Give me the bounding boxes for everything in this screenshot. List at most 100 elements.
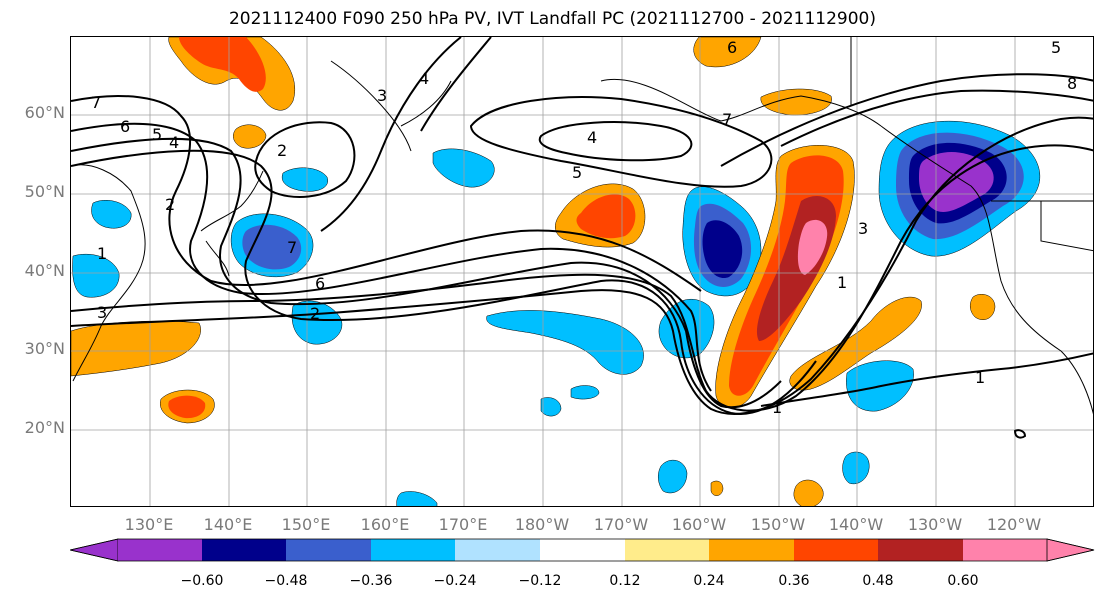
neg-anomaly-150e xyxy=(291,300,343,345)
colorbar-bin-8 xyxy=(709,539,794,561)
lon-label-150w: 150°W xyxy=(750,515,806,534)
contour-line-north-b xyxy=(420,37,492,132)
colorbar-tick: 0.36 xyxy=(778,573,810,589)
colorbar-bin-9 xyxy=(794,539,878,561)
neg-anomaly-subtrop xyxy=(486,310,644,375)
contour-label-4-top: 4 xyxy=(419,69,429,88)
colorbar-tick: −0.60 xyxy=(180,573,224,589)
contour-line-closed-ne xyxy=(469,96,773,188)
colorbar-tick: −0.24 xyxy=(433,573,477,589)
lon-label-180w: 180°W xyxy=(514,515,570,534)
graticule xyxy=(71,37,1093,506)
pos-anomaly-small-s xyxy=(793,479,824,506)
contour-label-2-mid: 2 xyxy=(277,141,287,160)
contour-label-8-ne: 8 xyxy=(1067,74,1077,93)
contour-label-3: 3 xyxy=(97,303,107,322)
colorbar-tick: 0.24 xyxy=(693,573,725,589)
na-border-1 xyxy=(850,37,1093,252)
lon-label-170w: 170°W xyxy=(593,515,649,534)
contour-label-5-mid: 5 xyxy=(572,163,582,182)
colorbar-bin-5 xyxy=(455,539,540,561)
asia-coast xyxy=(71,164,146,382)
colorbar-tick: 0.60 xyxy=(947,573,979,589)
colorbar-max-arrow xyxy=(1046,538,1095,562)
lon-label-140e: 140°E xyxy=(203,515,253,534)
figure-title: 2021112400 F090 250 hPa PV, IVT Landfall… xyxy=(228,9,876,29)
contour-label-7-right: 7 xyxy=(722,110,732,129)
colorbar-tick: 0.48 xyxy=(862,573,894,589)
contour-label-4-mid: 4 xyxy=(587,128,597,147)
contour-label-6-top: 6 xyxy=(727,38,737,57)
map-panel: 7 6 5 4 2 1 3 3 4 2 7 6 4 5 7 6 3 1 1 1 … xyxy=(70,36,1094,507)
neg-anomaly-small-1 xyxy=(540,397,562,417)
pos-anomaly-ca-coast xyxy=(970,294,996,320)
contour-label-2-small: 2 xyxy=(310,304,320,323)
contour-line-6 xyxy=(71,122,712,392)
contour-label-7-mid: 7 xyxy=(287,238,297,257)
colorbar-bin-3 xyxy=(286,539,371,561)
contour-line-small-loop xyxy=(1013,429,1027,439)
contour-line-4 xyxy=(71,149,817,415)
contour-label-3-east: 3 xyxy=(858,219,868,238)
lon-label-150e: 150°E xyxy=(281,515,331,534)
contour-line-arc-ne-2 xyxy=(780,89,1093,147)
lat-label-50n: 50°N xyxy=(24,182,65,201)
contour-label-5-ne: 5 xyxy=(1051,38,1061,57)
contour-line-3 xyxy=(71,144,1093,412)
colorbar-bin-1 xyxy=(118,539,202,561)
lon-label-130e: 130°E xyxy=(124,515,174,534)
lat-label-60n: 60°N xyxy=(24,103,65,122)
lat-label-40n: 40°N xyxy=(24,261,65,280)
neg-anomaly-small-3 xyxy=(658,459,688,494)
colorbar-bin-10 xyxy=(878,539,963,561)
map-canvas: 7 6 5 4 2 1 3 3 4 2 7 6 4 5 7 6 3 1 1 1 … xyxy=(71,37,1093,506)
na-coast xyxy=(880,125,1093,415)
colorbar-min-arrow xyxy=(70,538,119,562)
lat-label-30n: 30°N xyxy=(24,339,65,358)
ivt-contours xyxy=(71,37,1093,439)
contour-line-closed-kam xyxy=(254,121,356,198)
neg-anomaly-160w-3 xyxy=(702,220,743,279)
colorbar-tick: −0.48 xyxy=(264,573,308,589)
pos-anomaly-170w-2 xyxy=(576,194,636,239)
contour-line-7 xyxy=(71,95,702,292)
pos-anomaly-ridge-4 xyxy=(797,219,828,275)
contour-label-3-top: 3 xyxy=(377,86,387,105)
neg-anomaly-west-small xyxy=(91,200,132,229)
pos-anomaly-dot xyxy=(710,480,724,496)
contour-label-6-mid: 6 xyxy=(315,274,325,293)
lon-label-170e: 170°E xyxy=(438,515,488,534)
neg-anomaly-small-2 xyxy=(570,385,600,400)
pv-shading xyxy=(71,37,1041,506)
pos-anomaly-alaska xyxy=(760,88,832,116)
colorbar-outline xyxy=(70,538,1095,562)
lon-label-160w: 160°W xyxy=(671,515,727,534)
contour-label-2: 2 xyxy=(165,195,175,214)
colorbar-tick: −0.36 xyxy=(349,573,393,589)
lon-label-130w: 130°W xyxy=(907,515,963,534)
contour-label-6: 6 xyxy=(120,117,130,136)
pos-anomaly-top-right xyxy=(693,37,762,68)
contour-line-north-a xyxy=(320,37,462,232)
lon-label-120w: 120°W xyxy=(986,515,1042,534)
contour-label-1-east: 1 xyxy=(837,273,847,292)
colorbar-bin-11 xyxy=(963,539,1047,561)
lon-label-160e: 160°E xyxy=(360,515,410,534)
contour-line-1-south xyxy=(760,352,1093,407)
contour-line-arc-ne xyxy=(720,73,1093,167)
lat-label-20n: 20°N xyxy=(24,418,65,437)
colorbar xyxy=(70,538,1095,562)
colorbar-tick: −0.12 xyxy=(518,573,562,589)
colorbar-bin-4 xyxy=(371,539,455,561)
contour-label-7: 7 xyxy=(91,93,101,112)
kamchatka-coast xyxy=(330,60,452,152)
contour-line-2 xyxy=(71,116,1093,415)
pos-anomaly-135e-2 xyxy=(179,37,266,92)
pos-anomaly-small-kam xyxy=(233,124,267,149)
colorbar-bin-6 xyxy=(540,539,625,561)
contour-label-4: 4 xyxy=(169,133,179,152)
contour-line-closed-inner xyxy=(538,121,693,162)
colorbar-tick: 0.12 xyxy=(609,573,641,589)
contour-label-1-south: 1 xyxy=(772,398,782,417)
neg-anomaly-small-4 xyxy=(842,451,870,485)
